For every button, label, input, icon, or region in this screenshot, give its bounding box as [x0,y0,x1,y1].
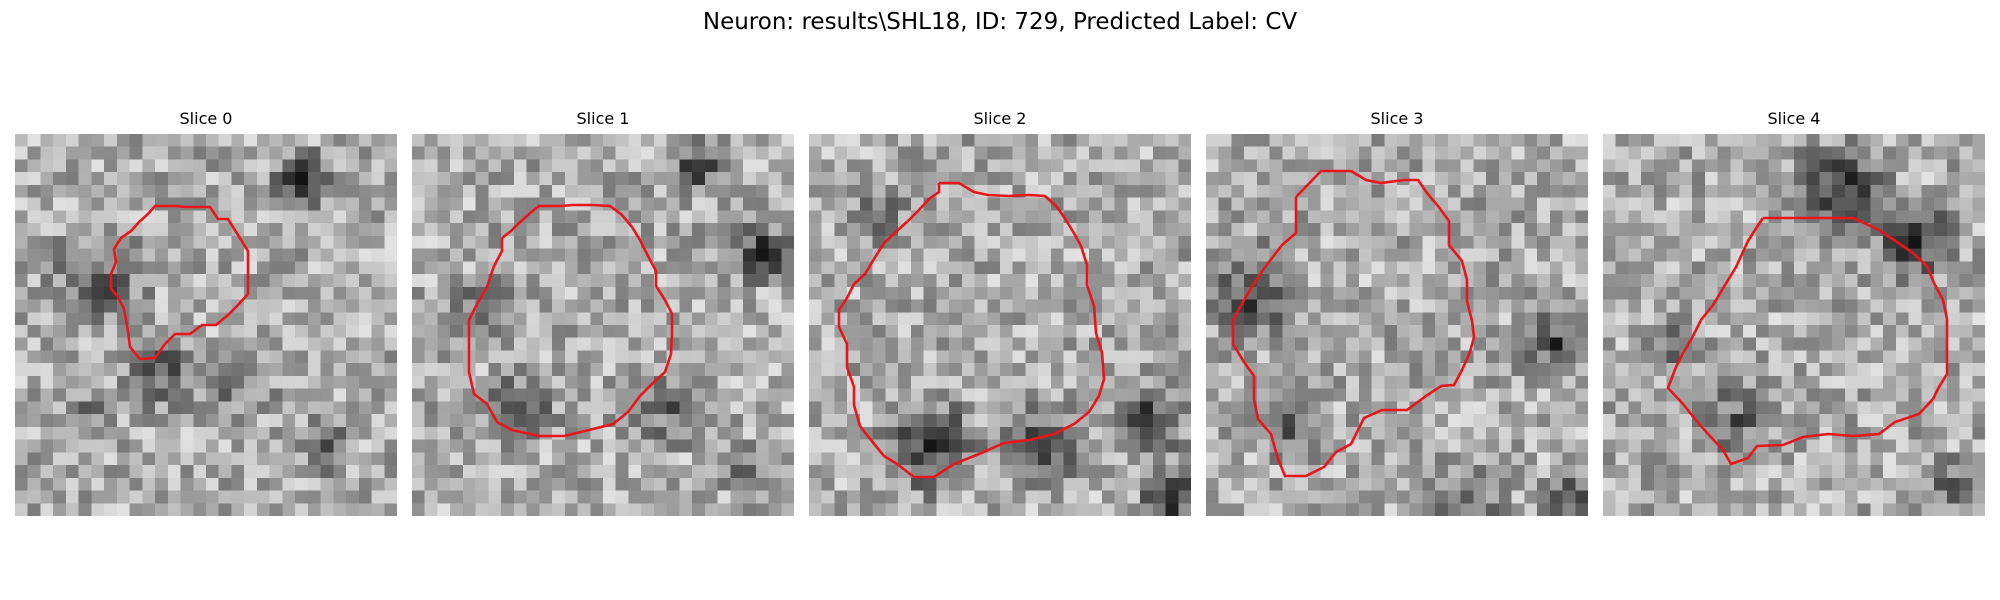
slice-title-4: Slice 4 [1767,109,1821,128]
slice-title-0: Slice 0 [179,109,233,128]
slice-image-0 [15,134,397,516]
slice-image-4 [1603,134,1985,516]
figure-title: Neuron: results\SHL18, ID: 729, Predicte… [702,9,1298,35]
slice-panel-4: Slice 4 [1603,108,1985,516]
contour-overlay-4 [1666,216,1949,466]
slice-title-1: Slice 1 [576,109,630,128]
slice-image-1 [412,134,794,516]
slice-image-2 [809,134,1191,516]
slice-panel-2: Slice 2 [809,108,1191,516]
microscopy-slice-4 [1603,134,1985,516]
slice-title-3: Slice 3 [1370,109,1424,128]
roi-contour-0 [109,204,250,361]
roi-contour-2 [837,181,1106,479]
contour-overlay-1 [467,203,674,438]
roi-contour-1 [467,203,674,438]
roi-contour-4 [1666,216,1949,466]
contour-overlay-2 [837,181,1106,479]
contour-overlay-3 [1231,169,1476,478]
slice-image-3 [1206,134,1588,516]
microscopy-slice-3 [1206,134,1588,516]
contour-overlay-0 [109,204,250,361]
microscopy-slice-2 [809,134,1191,516]
slice-panel-3: Slice 3 [1206,108,1588,516]
microscopy-slice-1 [412,134,794,516]
slice-panel-1: Slice 1 [412,108,794,516]
slice-title-2: Slice 2 [973,109,1027,128]
slice-panel-0: Slice 0 [15,108,397,516]
roi-contour-3 [1231,169,1476,478]
